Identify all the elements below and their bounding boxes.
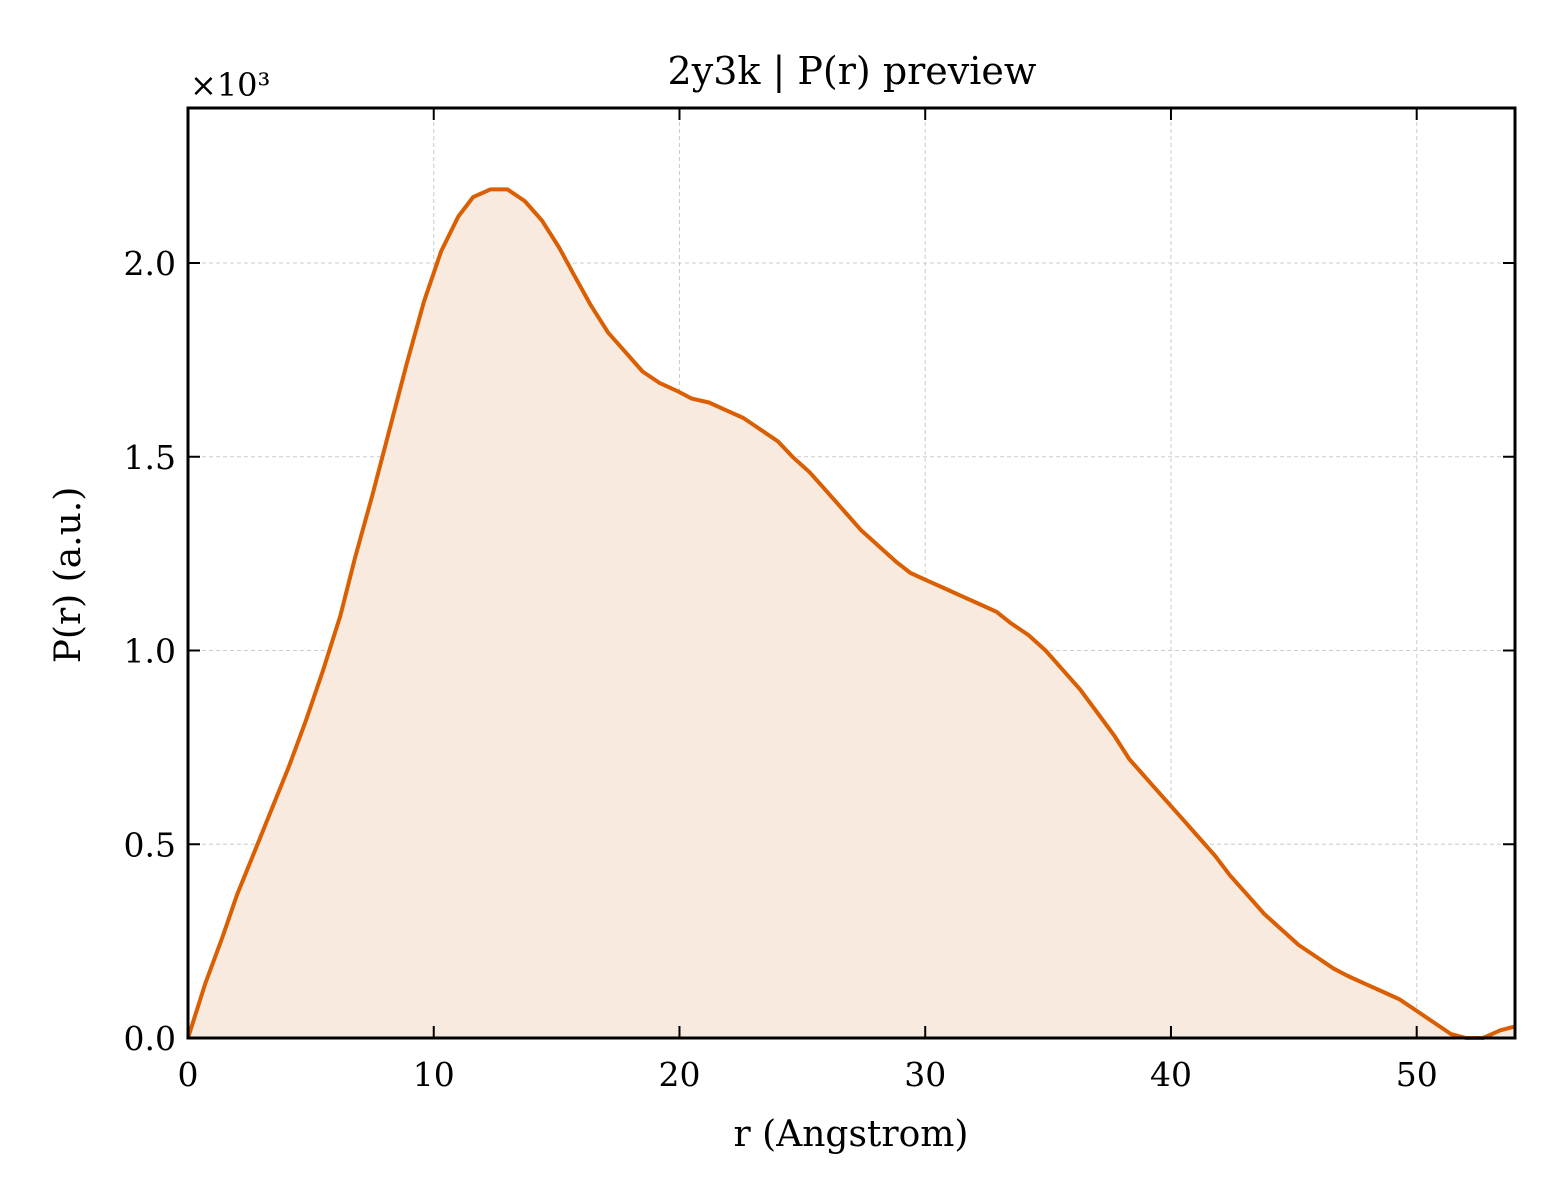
y-tick-label: 0.0 — [124, 1019, 176, 1058]
y-tick-label: 0.5 — [124, 825, 176, 864]
x-tick-label: 0 — [178, 1055, 199, 1094]
x-tick-label: 10 — [413, 1055, 455, 1094]
x-tick-label: 30 — [904, 1055, 946, 1094]
x-tick-label: 40 — [1150, 1055, 1192, 1094]
y-multiplier-label: ×10³ — [190, 66, 270, 104]
plot-frame — [186, 106, 1517, 1040]
x-axis-label: r (Angstrom) — [734, 1114, 969, 1155]
area-fill — [188, 189, 1515, 1038]
chart-title: 2y3k | P(r) preview — [668, 49, 1037, 93]
x-tick-label: 50 — [1396, 1055, 1438, 1094]
y-axis-label: P(r) (a.u.) — [48, 487, 89, 664]
series-line — [186, 187, 1516, 1040]
y-tick-label: 2.0 — [124, 244, 176, 283]
x-tick-label: 20 — [658, 1055, 700, 1094]
y-tick-label: 1.0 — [124, 632, 176, 671]
ticks: 0 10 20 30 40 50 0.0 0.5 1.0 1.5 2.0 — [124, 108, 1515, 1094]
y-tick-label: 1.5 — [124, 438, 176, 477]
